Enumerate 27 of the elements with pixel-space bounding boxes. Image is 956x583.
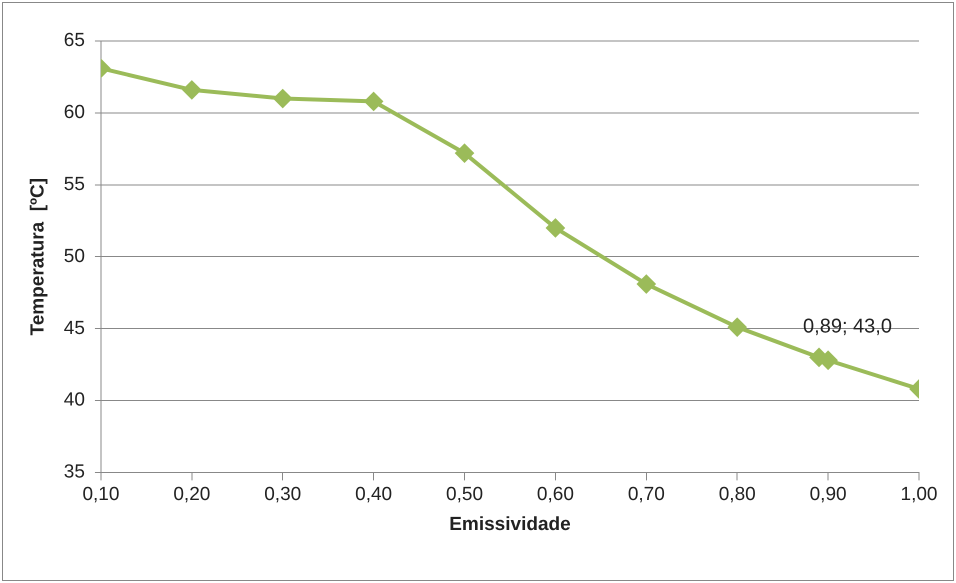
x-tick-label: 0,80: [718, 484, 756, 506]
x-tick-label: 0,30: [264, 484, 302, 506]
point: [546, 218, 564, 237]
y-tick-label: 55: [64, 174, 85, 196]
point: [274, 90, 292, 108]
x-tick-label: 0,70: [628, 484, 665, 506]
x-tick-label: 0,10: [82, 484, 120, 506]
y-tick-label: 45: [64, 318, 85, 339]
x-tick-label: 0,40: [355, 484, 392, 506]
point: [728, 318, 746, 336]
x-tick-label: 0,20: [173, 484, 210, 506]
y-tick-label: 65: [64, 30, 85, 52]
point: [456, 144, 474, 162]
point: [637, 275, 656, 294]
y-tick-label: 60: [64, 102, 85, 124]
x-tick-label: 0,50: [446, 484, 484, 506]
y-tick-label: 40: [64, 390, 85, 411]
x-tick-label: 1,00: [900, 484, 938, 506]
y-tick-label: 35: [64, 462, 85, 483]
point: [364, 92, 383, 110]
annotation: 0,89; 43,0: [803, 315, 892, 338]
x-tick-label: 0,90: [810, 484, 847, 506]
y-tick-label: 50: [64, 246, 85, 267]
x-axis-title: Emissividade: [449, 514, 571, 535]
point: [182, 80, 201, 99]
y-axis-title: Temperatura [ºC]: [28, 178, 49, 336]
x-tick-label: 0,60: [536, 484, 574, 506]
